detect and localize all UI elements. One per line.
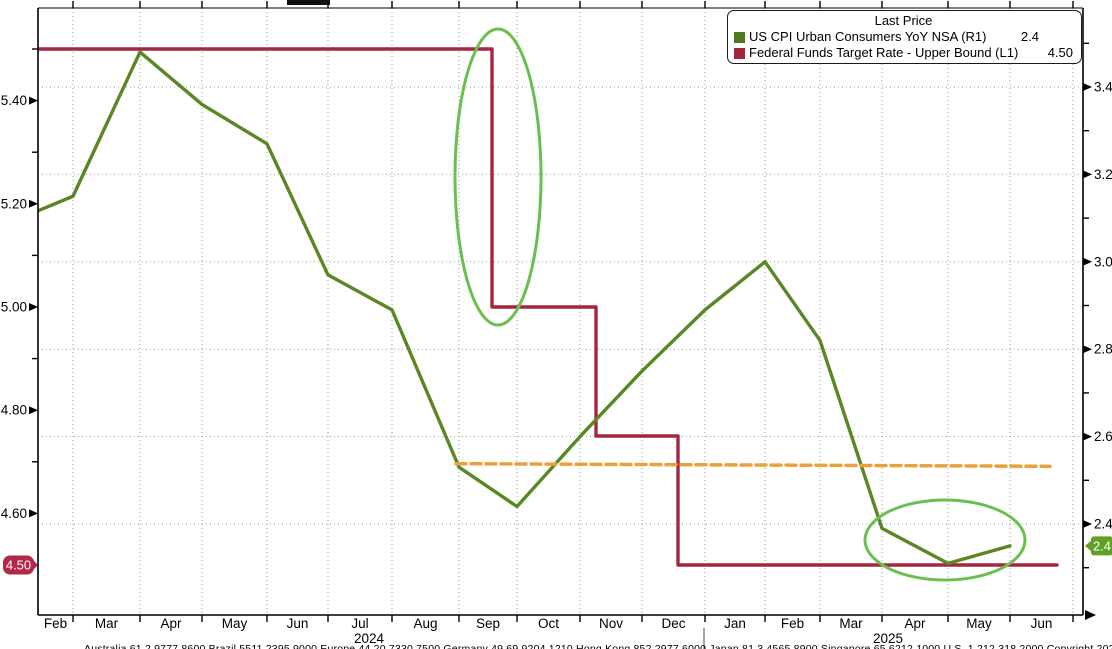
legend-item-cpi[interactable]: US CPI Urban Consumers YoY NSA (R1) 2.4 bbox=[734, 29, 1073, 45]
x-month-label: May bbox=[222, 616, 248, 631]
x-month-label: Mar bbox=[839, 616, 863, 631]
left-axis-tick-arrow-icon bbox=[29, 96, 38, 105]
left-axis-tick-arrow-icon bbox=[29, 509, 38, 518]
left-axis-tick-label: 4.80 bbox=[1, 403, 27, 418]
left-axis-tick-label: 5.20 bbox=[1, 196, 27, 211]
x-month-label: Sep bbox=[476, 616, 500, 631]
x-month-label: Apr bbox=[160, 616, 182, 631]
right-axis-tick-arrow-icon bbox=[1083, 432, 1092, 441]
right-axis-tick-label: 2.4 bbox=[1094, 517, 1112, 532]
legend-box: Last Price US CPI Urban Consumers YoY NS… bbox=[727, 10, 1082, 64]
x-month-label: Dec bbox=[661, 616, 685, 631]
fed-funds-badge-shape bbox=[3, 555, 34, 575]
cpi-badge-shape bbox=[1091, 536, 1112, 556]
x-axis-arrowhead-icon bbox=[1085, 610, 1096, 620]
cpi-series-swatch-icon bbox=[734, 31, 745, 43]
x-month-label: Feb bbox=[44, 616, 67, 631]
left-axis-tick-arrow-icon bbox=[29, 406, 38, 415]
left-axis-tick-arrow-icon bbox=[29, 199, 38, 208]
right-axis-tick-arrow-icon bbox=[1083, 520, 1092, 528]
x-month-label: Jan bbox=[724, 616, 746, 631]
right-axis-tick-arrow-icon bbox=[1083, 83, 1092, 91]
cpi-badge-tip-icon bbox=[1085, 539, 1092, 552]
bloomberg-footer-clipped: Australia 61 2 9777 8600 Brazil 5511 239… bbox=[84, 643, 1112, 649]
fed-funds-last-price-badge: 4.50 bbox=[3, 555, 38, 575]
x-month-label: Oct bbox=[538, 616, 559, 631]
left-axis-tick-label: 5.40 bbox=[1, 93, 27, 108]
x-month-label: Aug bbox=[413, 616, 437, 631]
legend-label-fed-funds: Federal Funds Target Rate - Upper Bound … bbox=[749, 45, 1019, 60]
orange-dashed-trendline bbox=[454, 461, 1052, 469]
right-axis-tick-label: 3.2 bbox=[1094, 167, 1112, 182]
x-month-label: Mar bbox=[95, 616, 119, 631]
fed-funds-series-swatch-icon bbox=[734, 47, 745, 59]
x-month-label: Feb bbox=[781, 616, 804, 631]
right-axis-tick-arrow-icon bbox=[1083, 345, 1092, 354]
left-axis-tick-label: 5.00 bbox=[1, 300, 27, 315]
x-year-label: 2025 bbox=[873, 631, 903, 646]
right-axis-tick-label: 3.0 bbox=[1094, 254, 1112, 269]
legend-title: Last Price bbox=[874, 13, 933, 28]
legend-value-fed-funds: 4.50 bbox=[1047, 45, 1073, 60]
cpi-yoy-line bbox=[38, 50, 1012, 566]
right-axis-tick-arrow-icon bbox=[1083, 257, 1092, 266]
clipped-toolbar-artifact bbox=[287, 0, 330, 5]
legend-label-cpi: US CPI Urban Consumers YoY NSA (R1) bbox=[749, 29, 987, 44]
sep-rate-cut-highlight-ellipse bbox=[453, 27, 543, 327]
left-axis-tick-label: 4.60 bbox=[1, 506, 27, 521]
legend-item-fed-funds[interactable]: Federal Funds Target Rate - Upper Bound … bbox=[734, 45, 1073, 61]
x-month-label: Jul bbox=[351, 616, 368, 631]
cpi-low-highlight-ellipse bbox=[863, 498, 1027, 582]
cpi-badge-value: 2.4 bbox=[1093, 538, 1111, 553]
right-axis-tick-label: 3.4 bbox=[1094, 80, 1112, 95]
right-axis-tick-label: 2.6 bbox=[1094, 429, 1112, 444]
x-month-label: Apr bbox=[904, 616, 926, 631]
x-year-label: 2024 bbox=[354, 631, 385, 646]
legend-value-cpi: 2.4 bbox=[1020, 29, 1039, 44]
fed-funds-badge-tip-icon bbox=[33, 560, 38, 570]
x-month-label: May bbox=[966, 616, 992, 631]
fed-funds-badge-value: 4.50 bbox=[6, 558, 31, 573]
x-month-label: Jun bbox=[287, 616, 309, 631]
left-axis-tick-arrow-icon bbox=[29, 303, 38, 311]
x-month-label: Jun bbox=[1031, 616, 1053, 631]
fed-funds-step-line bbox=[38, 47, 1059, 567]
right-axis-tick-label: 2.8 bbox=[1094, 342, 1112, 357]
cpi-last-price-badge: 2.4 bbox=[1085, 536, 1112, 556]
right-axis-tick-arrow-icon bbox=[1083, 170, 1092, 179]
x-month-label: Nov bbox=[599, 616, 623, 631]
